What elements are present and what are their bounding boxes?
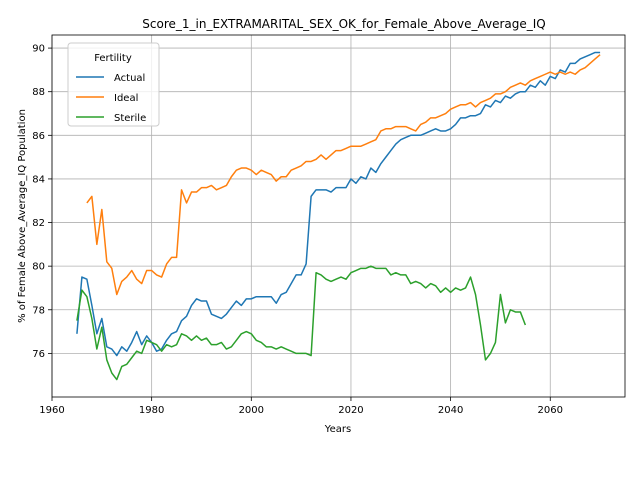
x-tick-label: 2000: [239, 405, 264, 416]
y-tick-label: 82: [32, 218, 45, 229]
y-tick-label: 84: [32, 174, 45, 185]
y-tick-label: 86: [32, 131, 45, 142]
x-tick-label: 1960: [39, 405, 64, 416]
axis-ticks: 1960 1980 2000 2020 2040 2060 76 78 80 82 84 86 88 90: [32, 44, 563, 416]
y-axis-label: % of Female Above_Average_IQ Population: [17, 109, 28, 323]
x-tick-label: 1980: [139, 405, 164, 416]
legend-label-actual: Actual: [114, 73, 145, 84]
plot-frame: [51, 34, 626, 398]
x-tick-label: 2060: [538, 405, 563, 416]
y-tick-label: 80: [32, 262, 45, 273]
chart-title: Score_1_in_EXTRAMARITAL_SEX_OK_for_Femal…: [142, 17, 545, 31]
y-tick-label: 90: [32, 44, 45, 55]
series-line-sterile: [76, 265, 527, 381]
x-axis-label: Years: [324, 424, 351, 435]
y-tick-label: 76: [32, 349, 45, 360]
y-tick-label: 88: [32, 87, 45, 98]
legend: Fertility Actual Ideal Sterile: [67, 42, 160, 127]
series-line-ideal: [86, 54, 601, 296]
legend-label-ideal: Ideal: [114, 93, 138, 104]
series-line-actual: [76, 51, 601, 357]
legend-title: Fertility: [94, 53, 132, 64]
legend-box: [67, 42, 160, 127]
legend-label-sterile: Sterile: [114, 113, 146, 124]
y-tick-label: 78: [32, 305, 45, 316]
x-tick-label: 2020: [338, 405, 363, 416]
series-lines: [76, 51, 601, 381]
x-tick-label: 2040: [438, 405, 463, 416]
